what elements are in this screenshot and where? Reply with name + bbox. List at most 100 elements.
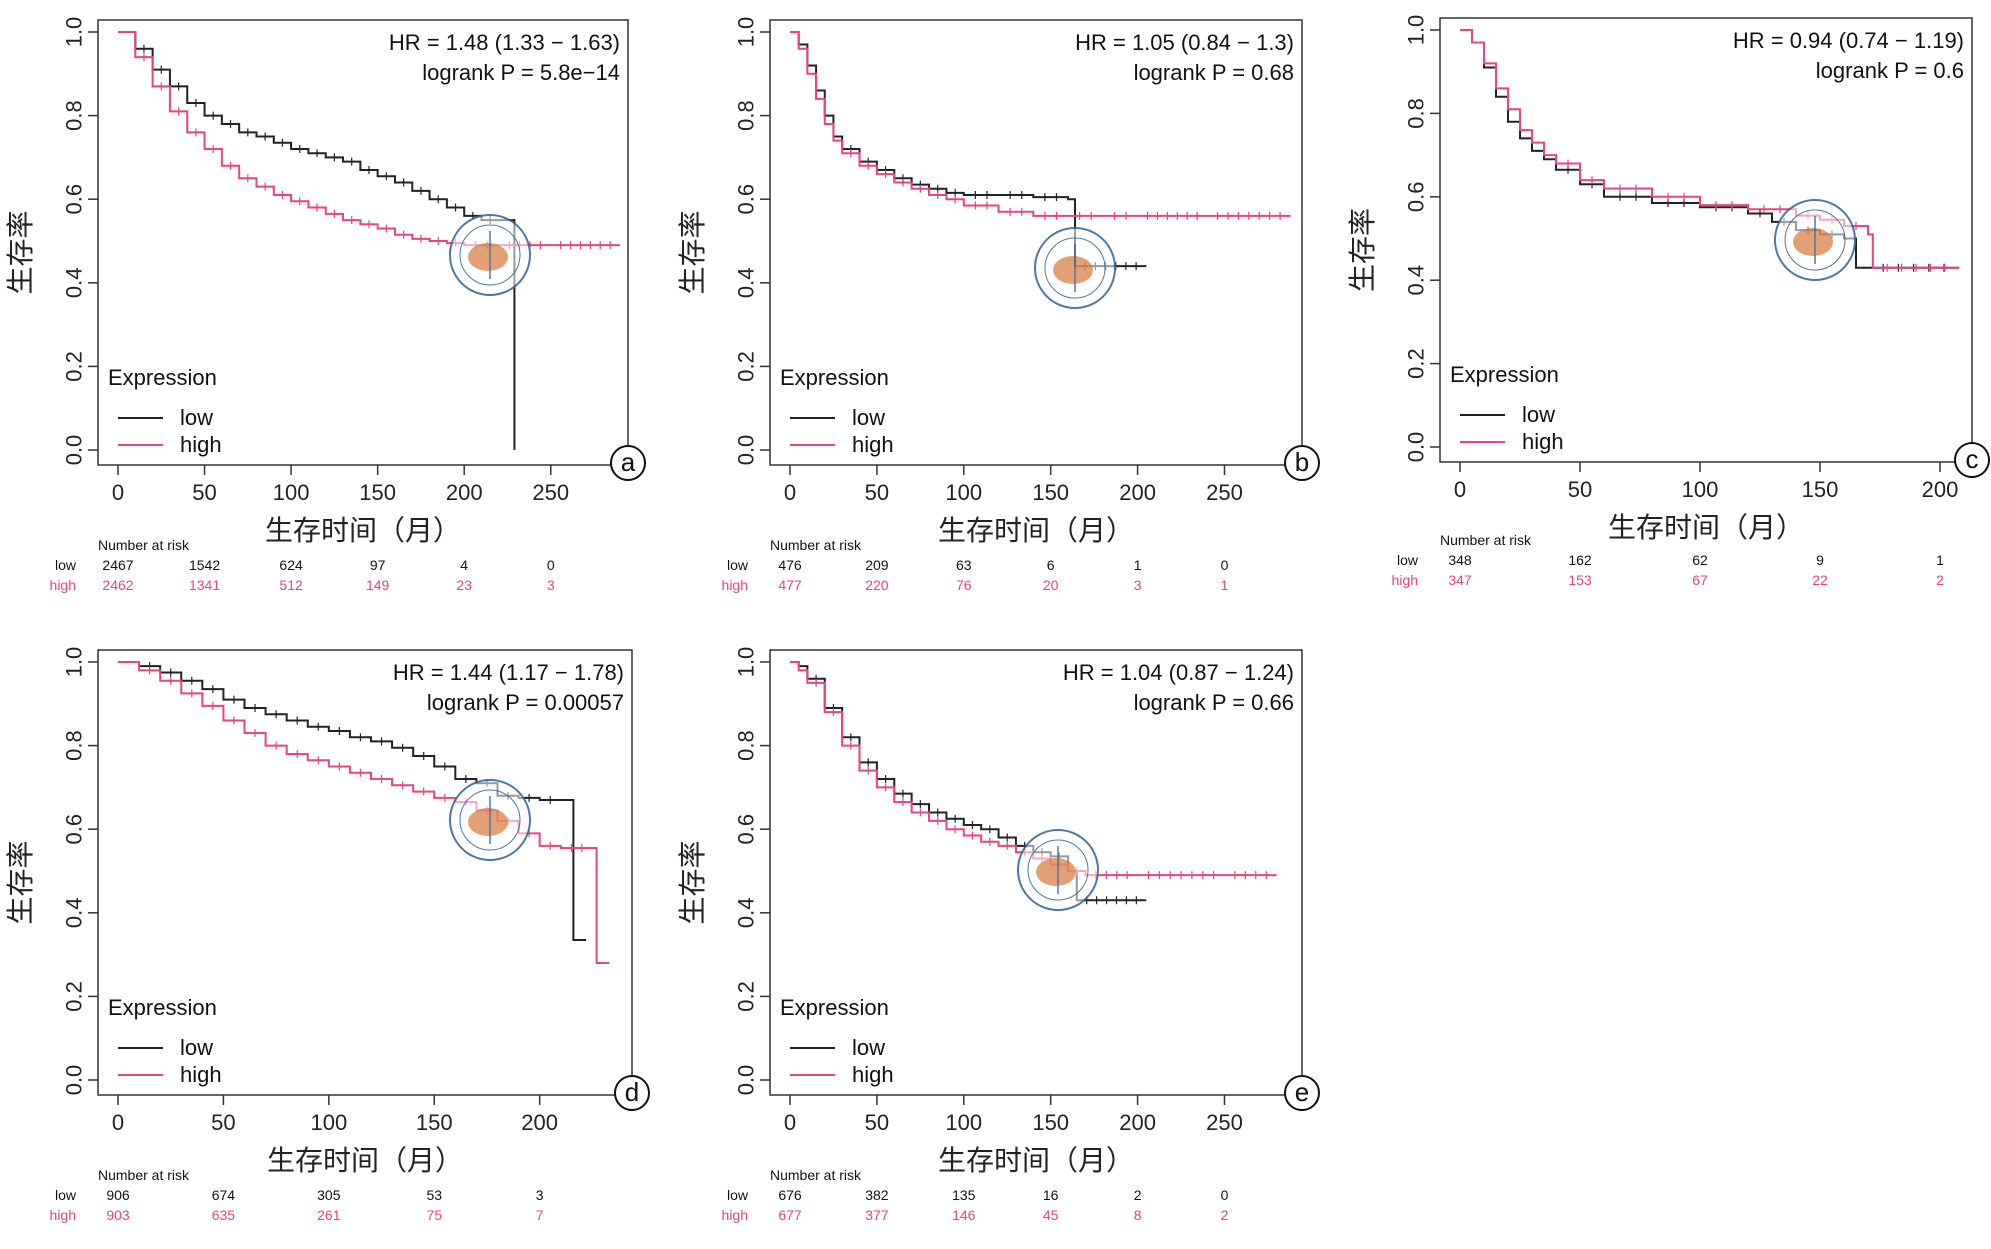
x-tick-label: 100 <box>945 1110 982 1135</box>
censor-mark <box>440 793 449 802</box>
risk-cell-high: 2 <box>1936 572 1944 588</box>
censor-mark <box>174 82 183 91</box>
censor-mark <box>278 191 287 200</box>
logrank-annotation: logrank P = 0.6 <box>1816 58 1964 83</box>
censor-mark <box>982 191 991 200</box>
y-tick-label: 0.8 <box>734 100 759 131</box>
y-axis-label: 生存率 <box>1347 208 1378 292</box>
risk-row-label-high: high <box>722 577 748 593</box>
censor-mark <box>314 722 323 731</box>
censor-mark <box>1223 211 1232 220</box>
censor-mark <box>295 197 304 206</box>
panel-label-circle <box>1284 1075 1320 1111</box>
y-tick-label: 0.4 <box>734 268 759 299</box>
y-tick-label: 0.6 <box>734 814 759 845</box>
censor-mark <box>1122 896 1131 905</box>
y-tick-label: 0.8 <box>62 100 87 131</box>
x-tick-label: 0 <box>784 480 796 505</box>
censor-mark <box>208 685 217 694</box>
censor-mark <box>229 716 238 725</box>
censor-mark <box>1712 201 1720 210</box>
censor-mark <box>261 182 270 191</box>
censor-mark <box>951 195 960 204</box>
legend-label-high: high <box>852 432 894 457</box>
risk-cell-low: 2467 <box>102 557 133 573</box>
watermark-seal <box>1774 199 1856 281</box>
censor-mark <box>951 825 960 834</box>
y-tick-label: 0.0 <box>734 435 759 466</box>
censor-mark <box>226 119 235 128</box>
legend-title: Expression <box>1450 362 1559 387</box>
censor-mark <box>916 184 925 193</box>
panel-label-circle <box>1284 445 1320 481</box>
x-tick-label: 100 <box>310 1110 347 1135</box>
censor-mark <box>191 99 200 108</box>
risk-cell-high: 903 <box>106 1207 130 1223</box>
y-tick-label: 0.0 <box>734 1065 759 1096</box>
risk-cell-high: 23 <box>456 577 472 593</box>
censor-mark <box>419 752 428 761</box>
risk-cell-low: 906 <box>106 1187 130 1203</box>
x-tick-label: 150 <box>1032 1110 1069 1135</box>
legend-title: Expression <box>780 365 889 390</box>
y-axis-label: 生存率 <box>677 840 708 924</box>
risk-cell-low: 162 <box>1568 552 1592 568</box>
censor-mark <box>1632 184 1640 193</box>
risk-cell-low: 624 <box>279 557 303 573</box>
km-panel-c: 0.0 0.2 0.4 0.6 0.8 1.0 生存率 0 50 100 150 200 生存时间（月）… <box>1347 15 1990 588</box>
risk-cell-low: 6 <box>1047 557 1055 573</box>
x-tick-label: 100 <box>945 480 982 505</box>
risk-cell-low: 1542 <box>189 557 220 573</box>
risk-cell-high: 146 <box>952 1207 976 1223</box>
censor-mark <box>416 234 425 243</box>
censor-mark <box>377 737 386 746</box>
plot-frame <box>97 19 629 466</box>
x-axis-label: 生存时间（月） <box>938 515 1134 546</box>
risk-cell-low: 16 <box>1043 1187 1059 1203</box>
censor-mark <box>933 191 942 200</box>
risk-cell-high: 2462 <box>102 577 133 593</box>
x-tick-label: 50 <box>865 480 889 505</box>
censor-mark <box>1144 871 1153 880</box>
censor-mark <box>1102 871 1111 880</box>
panel-label-circle <box>610 445 646 481</box>
censor-mark <box>1075 211 1084 220</box>
risk-table-title: Number at risk <box>98 1167 190 1183</box>
censor-mark <box>139 44 148 53</box>
censor-mark <box>399 230 408 239</box>
censor-mark <box>586 241 595 250</box>
censor-mark <box>881 783 890 792</box>
censor-mark <box>166 676 175 685</box>
panel-label-circle <box>1954 442 1990 478</box>
risk-row-label-low: low <box>1397 552 1419 568</box>
risk-cell-low: 3 <box>536 1187 544 1203</box>
legend-label-high: high <box>180 1062 222 1087</box>
risk-cell-low: 382 <box>865 1187 889 1203</box>
legend-label-low: low <box>180 405 213 430</box>
risk-cell-high: 8 <box>1134 1207 1142 1223</box>
censor-mark <box>272 710 281 719</box>
plot-frame <box>769 19 1303 466</box>
hr-annotation: HR = 1.04 (0.87 − 1.24) <box>1063 660 1294 685</box>
y-tick-label: 0.0 <box>62 435 87 466</box>
censor-mark <box>1230 871 1239 880</box>
censor-mark <box>1926 263 1935 272</box>
censor-mark <box>356 768 365 777</box>
panel-label: e <box>1295 1077 1309 1107</box>
logrank-annotation: logrank P = 0.68 <box>1134 60 1294 85</box>
risk-table-title: Number at risk <box>770 537 862 553</box>
y-tick-label: 1.0 <box>734 647 759 678</box>
censor-mark <box>968 831 977 840</box>
censor-mark <box>898 178 907 187</box>
risk-cell-high: 677 <box>778 1207 802 1223</box>
censor-mark <box>1912 263 1920 272</box>
risk-cell-high: 2 <box>1221 1207 1229 1223</box>
risk-row-label-high: high <box>722 1207 748 1223</box>
censor-mark <box>347 216 356 225</box>
censor-mark <box>1616 192 1624 201</box>
y-tick-label: 0.6 <box>62 184 87 215</box>
watermark-seal <box>1017 829 1099 911</box>
censor-mark <box>293 749 302 758</box>
x-axis-label: 生存时间（月） <box>267 1145 463 1176</box>
censor-mark <box>1092 896 1101 905</box>
